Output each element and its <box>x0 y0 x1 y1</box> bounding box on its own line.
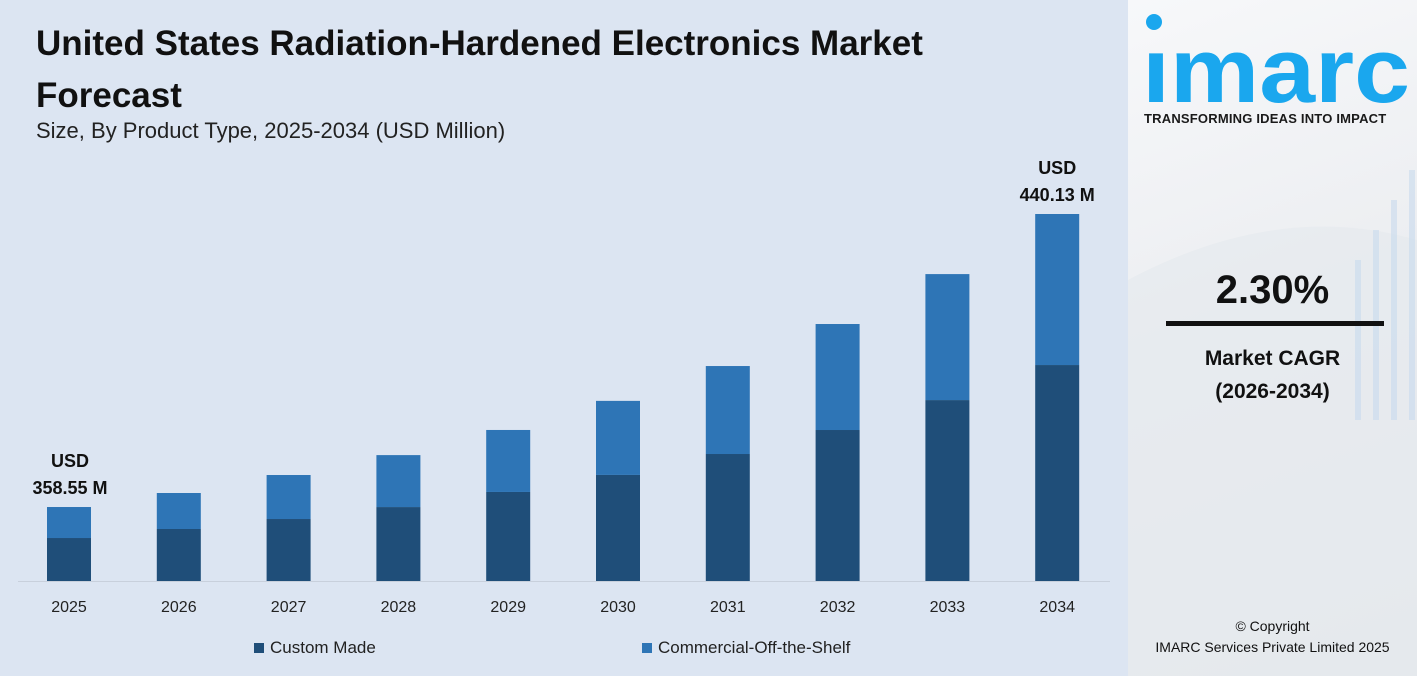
x-tick-label: 2029 <box>490 599 526 616</box>
chart-subtitle: Size, By Product Type, 2025-2034 (USD Mi… <box>36 118 506 143</box>
cagr-label: Market CAGR (2026-2034) <box>1128 342 1417 408</box>
x-tick-label: 2034 <box>1039 599 1075 616</box>
bar-chart: 2025 USD 358.55 M 2026 2027 2028 2029 2030 2031 2… <box>18 158 1110 616</box>
bar-cots-2032 <box>815 324 860 431</box>
bar-cots-2028 <box>376 455 421 508</box>
bar-cots-2029 <box>486 429 531 492</box>
cagr-label-text: Market CAGR <box>1204 347 1341 370</box>
bar-custom-made-2034 <box>1035 365 1080 581</box>
x-tick-label: 2025 <box>51 599 87 616</box>
bar-cots-2034 <box>1035 214 1080 366</box>
bar-custom-made-2031 <box>705 454 750 581</box>
copyright-text: © Copyright <box>1235 618 1310 634</box>
company-name: IMARC Services Private Limited 2025 <box>1155 639 1390 655</box>
bar-custom-made-2033 <box>925 400 970 581</box>
divider <box>1166 321 1384 326</box>
cagr-value: 2.30% <box>1215 268 1330 312</box>
bar-cots-2026 <box>156 493 201 529</box>
legend-item-cots: Commercial-Off-the-Shelf <box>642 638 850 658</box>
sidebar: ımarc TRANSFORMING IDEAS INTO IMPACT 2.3… <box>1128 0 1417 676</box>
bar-cots-2030 <box>596 400 640 475</box>
x-tick-label: 2032 <box>820 599 856 616</box>
chart-title: United States Radiation-Hardened Electro… <box>36 24 923 115</box>
bar-cots-2031 <box>705 366 750 455</box>
data-label: 358.55 M <box>32 478 107 498</box>
x-tick-label: 2027 <box>271 599 307 616</box>
cagr-period: (2026-2034) <box>1215 380 1330 403</box>
legend-item-custom-made: Custom Made <box>254 638 376 658</box>
bar-custom-made-2026 <box>156 528 201 581</box>
legend-swatch <box>642 643 652 653</box>
x-tick-label: 2026 <box>161 599 197 616</box>
x-tick-label: 2031 <box>710 599 746 616</box>
legend-label: Commercial-Off-the-Shelf <box>658 638 851 657</box>
copyright: © Copyright IMARC Services Private Limit… <box>1128 616 1417 658</box>
bar-custom-made-2030 <box>596 474 640 581</box>
bar-cots-2033 <box>925 274 970 401</box>
imarc-logo: ımarc <box>1142 14 1410 110</box>
data-label: USD <box>1038 158 1076 178</box>
bar-custom-made-2025 <box>47 538 91 581</box>
bar-cots-2025 <box>47 507 91 539</box>
bar-custom-made-2027 <box>266 519 311 581</box>
bar-custom-made-2029 <box>486 491 531 581</box>
svg-text:ımarc: ımarc <box>1142 20 1410 110</box>
bar-cots-2027 <box>266 475 311 520</box>
legend-label: Custom Made <box>270 638 376 657</box>
tagline: TRANSFORMING IDEAS INTO IMPACT <box>1144 111 1387 126</box>
decorative-background <box>1128 170 1417 676</box>
data-label: USD <box>51 451 89 471</box>
x-tick-label: 2030 <box>600 599 636 616</box>
data-label: 440.13 M <box>1020 185 1095 205</box>
x-tick-label: 2033 <box>930 599 966 616</box>
bar-custom-made-2032 <box>815 430 860 581</box>
chart-panel: United States Radiation-Hardened Electro… <box>18 24 1110 658</box>
bar-custom-made-2028 <box>376 507 421 581</box>
legend-swatch <box>254 643 264 653</box>
x-tick-label: 2028 <box>381 599 417 616</box>
